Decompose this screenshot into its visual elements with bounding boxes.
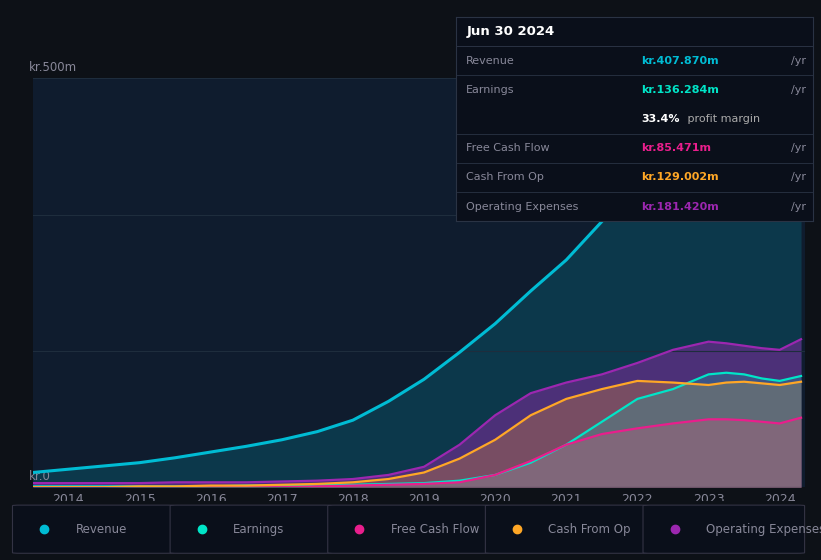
FancyBboxPatch shape bbox=[485, 505, 647, 553]
Text: profit margin: profit margin bbox=[684, 114, 760, 124]
Text: kr.136.284m: kr.136.284m bbox=[641, 85, 719, 95]
Text: Operating Expenses: Operating Expenses bbox=[466, 202, 579, 212]
Text: kr.181.420m: kr.181.420m bbox=[641, 202, 719, 212]
FancyBboxPatch shape bbox=[643, 505, 805, 553]
Text: Revenue: Revenue bbox=[466, 55, 515, 66]
FancyBboxPatch shape bbox=[170, 505, 332, 553]
Text: Cash From Op: Cash From Op bbox=[466, 172, 544, 183]
Text: kr.407.870m: kr.407.870m bbox=[641, 55, 719, 66]
Text: Earnings: Earnings bbox=[466, 85, 515, 95]
Text: /yr: /yr bbox=[791, 85, 806, 95]
FancyBboxPatch shape bbox=[328, 505, 489, 553]
Text: /yr: /yr bbox=[791, 172, 806, 183]
Text: /yr: /yr bbox=[791, 55, 806, 66]
Text: kr.500m: kr.500m bbox=[29, 61, 77, 74]
Text: /yr: /yr bbox=[791, 202, 806, 212]
Text: kr.0: kr.0 bbox=[29, 470, 51, 483]
Text: Operating Expenses: Operating Expenses bbox=[706, 522, 821, 536]
Text: Revenue: Revenue bbox=[76, 522, 127, 536]
Text: Free Cash Flow: Free Cash Flow bbox=[466, 143, 550, 153]
Text: /yr: /yr bbox=[791, 143, 806, 153]
Text: Jun 30 2024: Jun 30 2024 bbox=[466, 25, 555, 38]
FancyBboxPatch shape bbox=[12, 505, 174, 553]
Text: Earnings: Earnings bbox=[233, 522, 285, 536]
Text: kr.85.471m: kr.85.471m bbox=[641, 143, 711, 153]
Text: kr.129.002m: kr.129.002m bbox=[641, 172, 719, 183]
Text: 33.4%: 33.4% bbox=[641, 114, 680, 124]
Text: Cash From Op: Cash From Op bbox=[548, 522, 631, 536]
Text: Free Cash Flow: Free Cash Flow bbox=[391, 522, 479, 536]
